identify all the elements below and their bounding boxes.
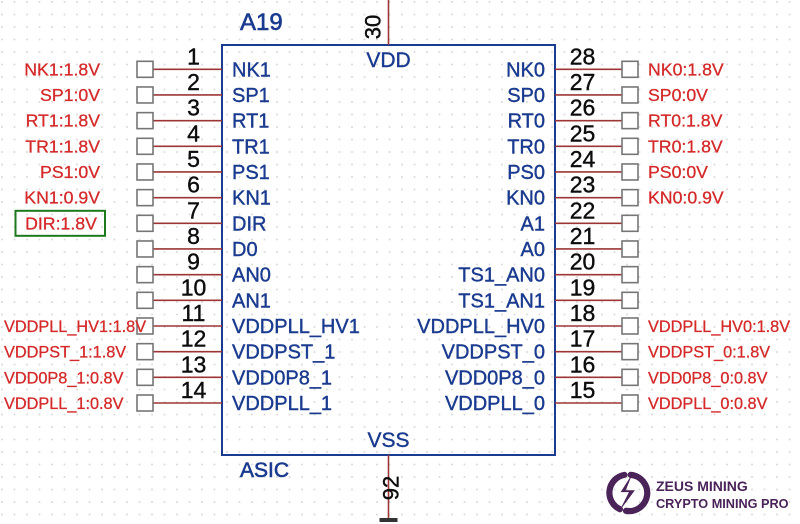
svg-text:VDDPST_1: VDDPST_1	[232, 342, 335, 364]
svg-text:2: 2	[187, 69, 200, 95]
svg-text:RT1: RT1	[232, 111, 269, 133]
svg-text:VDDPLL_HV1: VDDPLL_HV1	[232, 316, 360, 338]
svg-text:14: 14	[181, 377, 207, 403]
svg-text:DIR:1.8V: DIR:1.8V	[25, 213, 97, 233]
svg-text:19: 19	[570, 274, 596, 300]
svg-text:VDD0P8_1:0.8V: VDD0P8_1:0.8V	[4, 369, 124, 387]
svg-text:A0: A0	[521, 239, 545, 261]
svg-text:SP1: SP1	[232, 85, 270, 107]
svg-text:VDD0P8_0: VDD0P8_0	[445, 367, 545, 389]
svg-text:VDD: VDD	[366, 49, 410, 72]
svg-text:VDDPLL_0:0.8V: VDDPLL_0:0.8V	[648, 395, 768, 413]
svg-text:AN1: AN1	[232, 290, 271, 312]
svg-text:8: 8	[187, 223, 200, 249]
svg-text:9: 9	[187, 249, 200, 275]
svg-text:26: 26	[570, 95, 596, 121]
svg-text:16: 16	[570, 351, 596, 377]
svg-text:10: 10	[181, 274, 207, 300]
svg-text:VDDPST_0: VDDPST_0	[442, 342, 545, 364]
svg-text:6: 6	[187, 172, 200, 198]
svg-text:CRYPTO MINING PRO: CRYPTO MINING PRO	[656, 497, 789, 511]
svg-text:3: 3	[187, 95, 200, 121]
svg-text:KN0:0.9V: KN0:0.9V	[648, 188, 724, 208]
svg-text:24: 24	[570, 146, 596, 172]
svg-text:RT0:1.8V: RT0:1.8V	[648, 111, 723, 131]
svg-text:PS0:0V: PS0:0V	[648, 162, 708, 182]
svg-text:TR1: TR1	[232, 136, 270, 158]
svg-text:25: 25	[570, 120, 596, 146]
svg-text:5: 5	[187, 146, 200, 172]
svg-text:RT1:1.8V: RT1:1.8V	[26, 111, 101, 131]
svg-text:TR0:1.8V: TR0:1.8V	[648, 136, 723, 156]
svg-text:17: 17	[570, 326, 596, 352]
svg-text:92: 92	[379, 476, 404, 500]
svg-text:NK1:1.8V: NK1:1.8V	[24, 59, 100, 79]
svg-text:VDD0P8_0:0.8V: VDD0P8_0:0.8V	[648, 369, 768, 387]
svg-text:A19: A19	[240, 9, 283, 36]
svg-text:PS1: PS1	[232, 162, 270, 184]
svg-text:21: 21	[570, 223, 596, 249]
svg-text:PS1:0V: PS1:0V	[40, 162, 100, 182]
svg-text:VDDPLL_HV0: VDDPLL_HV0	[417, 316, 545, 338]
svg-text:D0: D0	[232, 239, 258, 261]
svg-text:KN1: KN1	[232, 188, 271, 210]
svg-text:15: 15	[570, 377, 596, 403]
svg-text:PS0: PS0	[507, 162, 545, 184]
svg-text:NK1: NK1	[232, 59, 271, 81]
svg-text:VDDPLL_HV1:1.8V: VDDPLL_HV1:1.8V	[4, 318, 146, 336]
svg-text:RT0: RT0	[508, 111, 545, 133]
svg-text:TR1:1.8V: TR1:1.8V	[25, 136, 100, 156]
svg-text:SP1:0V: SP1:0V	[40, 85, 100, 105]
svg-text:VDDPLL_HV0:1.8V: VDDPLL_HV0:1.8V	[648, 318, 790, 336]
svg-text:30: 30	[361, 15, 386, 39]
svg-text:20: 20	[570, 249, 596, 275]
svg-text:18: 18	[570, 300, 596, 326]
svg-text:SP0:0V: SP0:0V	[648, 85, 708, 105]
svg-text:12: 12	[181, 326, 207, 352]
svg-text:VDDPLL_0: VDDPLL_0	[445, 393, 545, 415]
svg-text:NK0:1.8V: NK0:1.8V	[648, 59, 724, 79]
svg-text:VDD0P8_1: VDD0P8_1	[232, 367, 332, 389]
svg-text:KN0: KN0	[506, 188, 545, 210]
svg-text:28: 28	[570, 43, 596, 69]
svg-text:27: 27	[570, 69, 596, 95]
svg-text:A1: A1	[521, 213, 545, 235]
svg-text:VDDPLL_1: VDDPLL_1	[232, 393, 332, 415]
svg-text:TR0: TR0	[507, 136, 545, 158]
svg-text:7: 7	[187, 197, 200, 223]
svg-text:AN0: AN0	[232, 265, 271, 287]
svg-text:TS1_AN1: TS1_AN1	[458, 290, 545, 312]
svg-text:11: 11	[182, 300, 206, 326]
svg-text:22: 22	[570, 197, 596, 223]
svg-text:TS1_AN0: TS1_AN0	[458, 265, 545, 287]
svg-text:23: 23	[570, 172, 596, 198]
svg-text:VSS: VSS	[367, 429, 409, 452]
svg-text:1: 1	[187, 43, 200, 69]
svg-text:KN1:0.9V: KN1:0.9V	[24, 188, 100, 208]
svg-text:VDDPLL_1:0.8V: VDDPLL_1:0.8V	[4, 395, 124, 413]
svg-text:DIR: DIR	[232, 213, 266, 235]
svg-text:SP0: SP0	[507, 85, 545, 107]
svg-text:ZEUS MINING: ZEUS MINING	[656, 478, 748, 494]
svg-text:ASIC: ASIC	[240, 459, 289, 482]
svg-text:13: 13	[181, 351, 207, 377]
svg-text:4: 4	[187, 120, 200, 146]
svg-text:NK0: NK0	[506, 59, 545, 81]
svg-text:VDDPST_1:1.8V: VDDPST_1:1.8V	[4, 344, 126, 362]
svg-text:VDDPST_0:1.8V: VDDPST_0:1.8V	[648, 344, 770, 362]
